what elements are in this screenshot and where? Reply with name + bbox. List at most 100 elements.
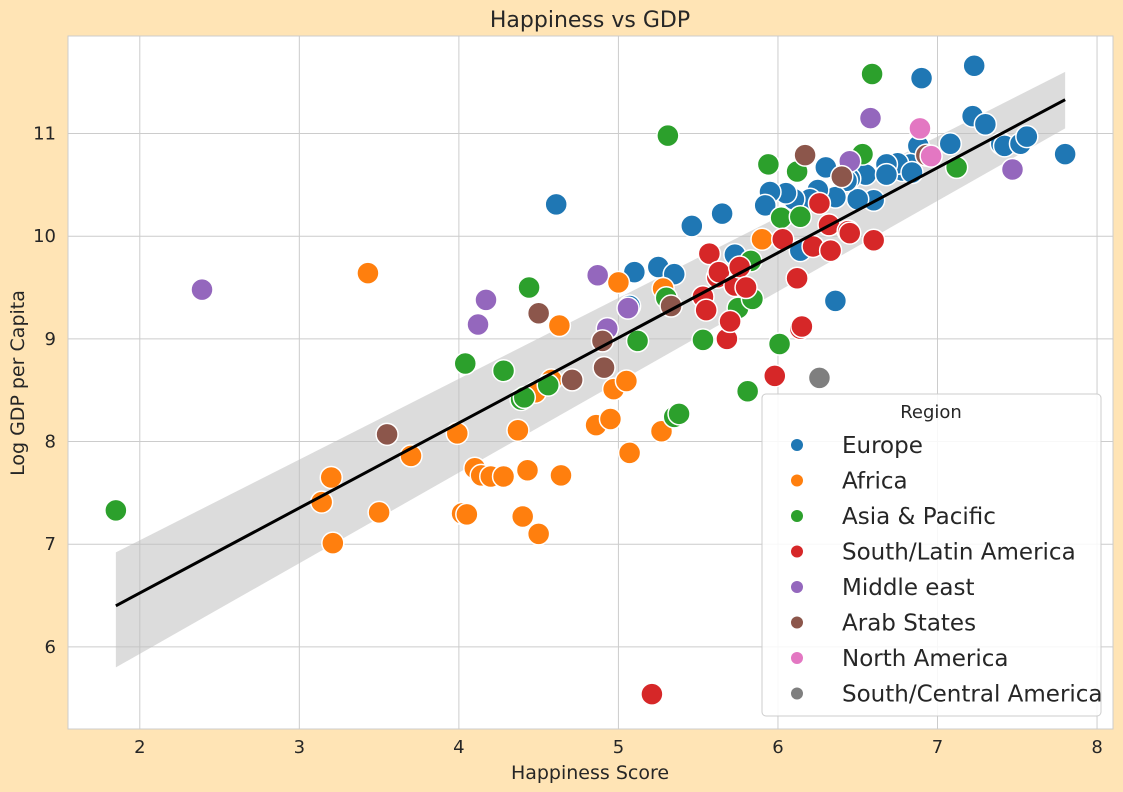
legend-marker [791,581,803,593]
data-point [753,193,777,218]
data-point [536,373,560,397]
legend-marker [791,439,803,451]
data-point [544,192,568,217]
legend-label: South/Central America [842,682,1103,708]
data-point [517,275,541,300]
data-point [667,402,691,426]
data-point [367,500,391,525]
x-tick-label: 2 [134,737,145,758]
data-point [861,228,886,253]
data-point [190,277,214,302]
legend-marker [791,510,803,522]
legend-label: South/Latin America [842,540,1076,566]
regression-line [115,98,1066,608]
data-point [455,502,479,527]
y-axis-label: Log GDP per Capita [7,290,29,476]
data-point [515,458,540,483]
legend-title: Region [900,402,962,423]
data-point [606,270,631,295]
legend-marker [791,652,803,664]
data-point [908,116,932,141]
data-point [1053,142,1077,166]
data-point [697,241,722,266]
plot-frame [67,35,1114,730]
data-points [104,54,1077,706]
chart-title: Happiness vs GDP [490,8,690,33]
data-point [694,298,718,322]
data-point [491,358,516,383]
data-point [680,214,704,238]
data-point [510,504,535,529]
y-tick-label: 10 [33,226,56,247]
data-point [549,463,573,488]
x-tick-label: 7 [932,737,943,758]
y-tick-label: 8 [45,432,56,453]
data-point [858,106,883,130]
data-point [938,132,963,156]
data-point [763,364,787,388]
y-tick-label: 6 [45,637,56,658]
y-tick-label: 11 [33,124,56,145]
data-point [756,152,781,177]
x-tick-label: 5 [613,737,624,758]
data-point [735,379,760,403]
x-tick-label: 3 [294,737,305,758]
data-point [375,422,399,447]
y-tick-label: 9 [45,329,56,350]
data-point [445,421,470,446]
data-point [598,407,623,431]
data-point [491,464,516,489]
legend-marker [791,545,803,558]
legend-label: Middle east [842,575,975,601]
data-point [526,522,551,546]
data-point [793,143,817,167]
data-point [807,366,832,390]
legend-label: Arab States [842,611,976,637]
data-point [718,309,742,334]
data-point [1000,157,1025,182]
data-point [506,418,530,442]
x-tick-label: 4 [453,737,464,758]
data-point [944,155,969,180]
data-point [830,164,854,189]
x-tick-label: 8 [1091,737,1102,758]
y-tick-label: 7 [45,534,56,555]
data-point [788,204,813,229]
data-point [474,288,498,312]
x-tick-labels: 2 3 4 5 6 7 8 [134,737,1103,758]
legend-marker [791,687,803,700]
data-point [785,266,809,291]
data-point [617,441,642,465]
data-point [710,201,734,226]
data-point [790,314,814,339]
data-point [734,275,758,300]
legend-marker [791,474,803,487]
data-point [453,351,478,376]
data-point [838,221,862,245]
data-point [319,465,343,490]
legend-label: North America [842,646,1009,672]
legend-marker [791,616,803,629]
data-point [614,369,639,393]
data-point [973,112,998,137]
data-point [616,296,640,320]
legend-box [761,393,1102,717]
data-point [104,498,128,523]
data-point [818,238,843,263]
data-point [919,144,943,168]
data-point [1015,124,1039,149]
legend-label: Asia & Pacific [842,504,996,530]
data-point [592,355,616,380]
data-point [909,66,934,90]
data-point [625,329,650,353]
data-point [466,312,490,337]
x-tick-label: 6 [772,737,783,758]
data-point [823,289,848,313]
data-point [874,162,899,187]
data-point [356,261,380,285]
y-tick-labels: 6 7 8 9 10 11 [33,124,56,658]
regression-line-group [115,98,1066,608]
data-point [560,368,584,392]
data-point [750,227,774,252]
